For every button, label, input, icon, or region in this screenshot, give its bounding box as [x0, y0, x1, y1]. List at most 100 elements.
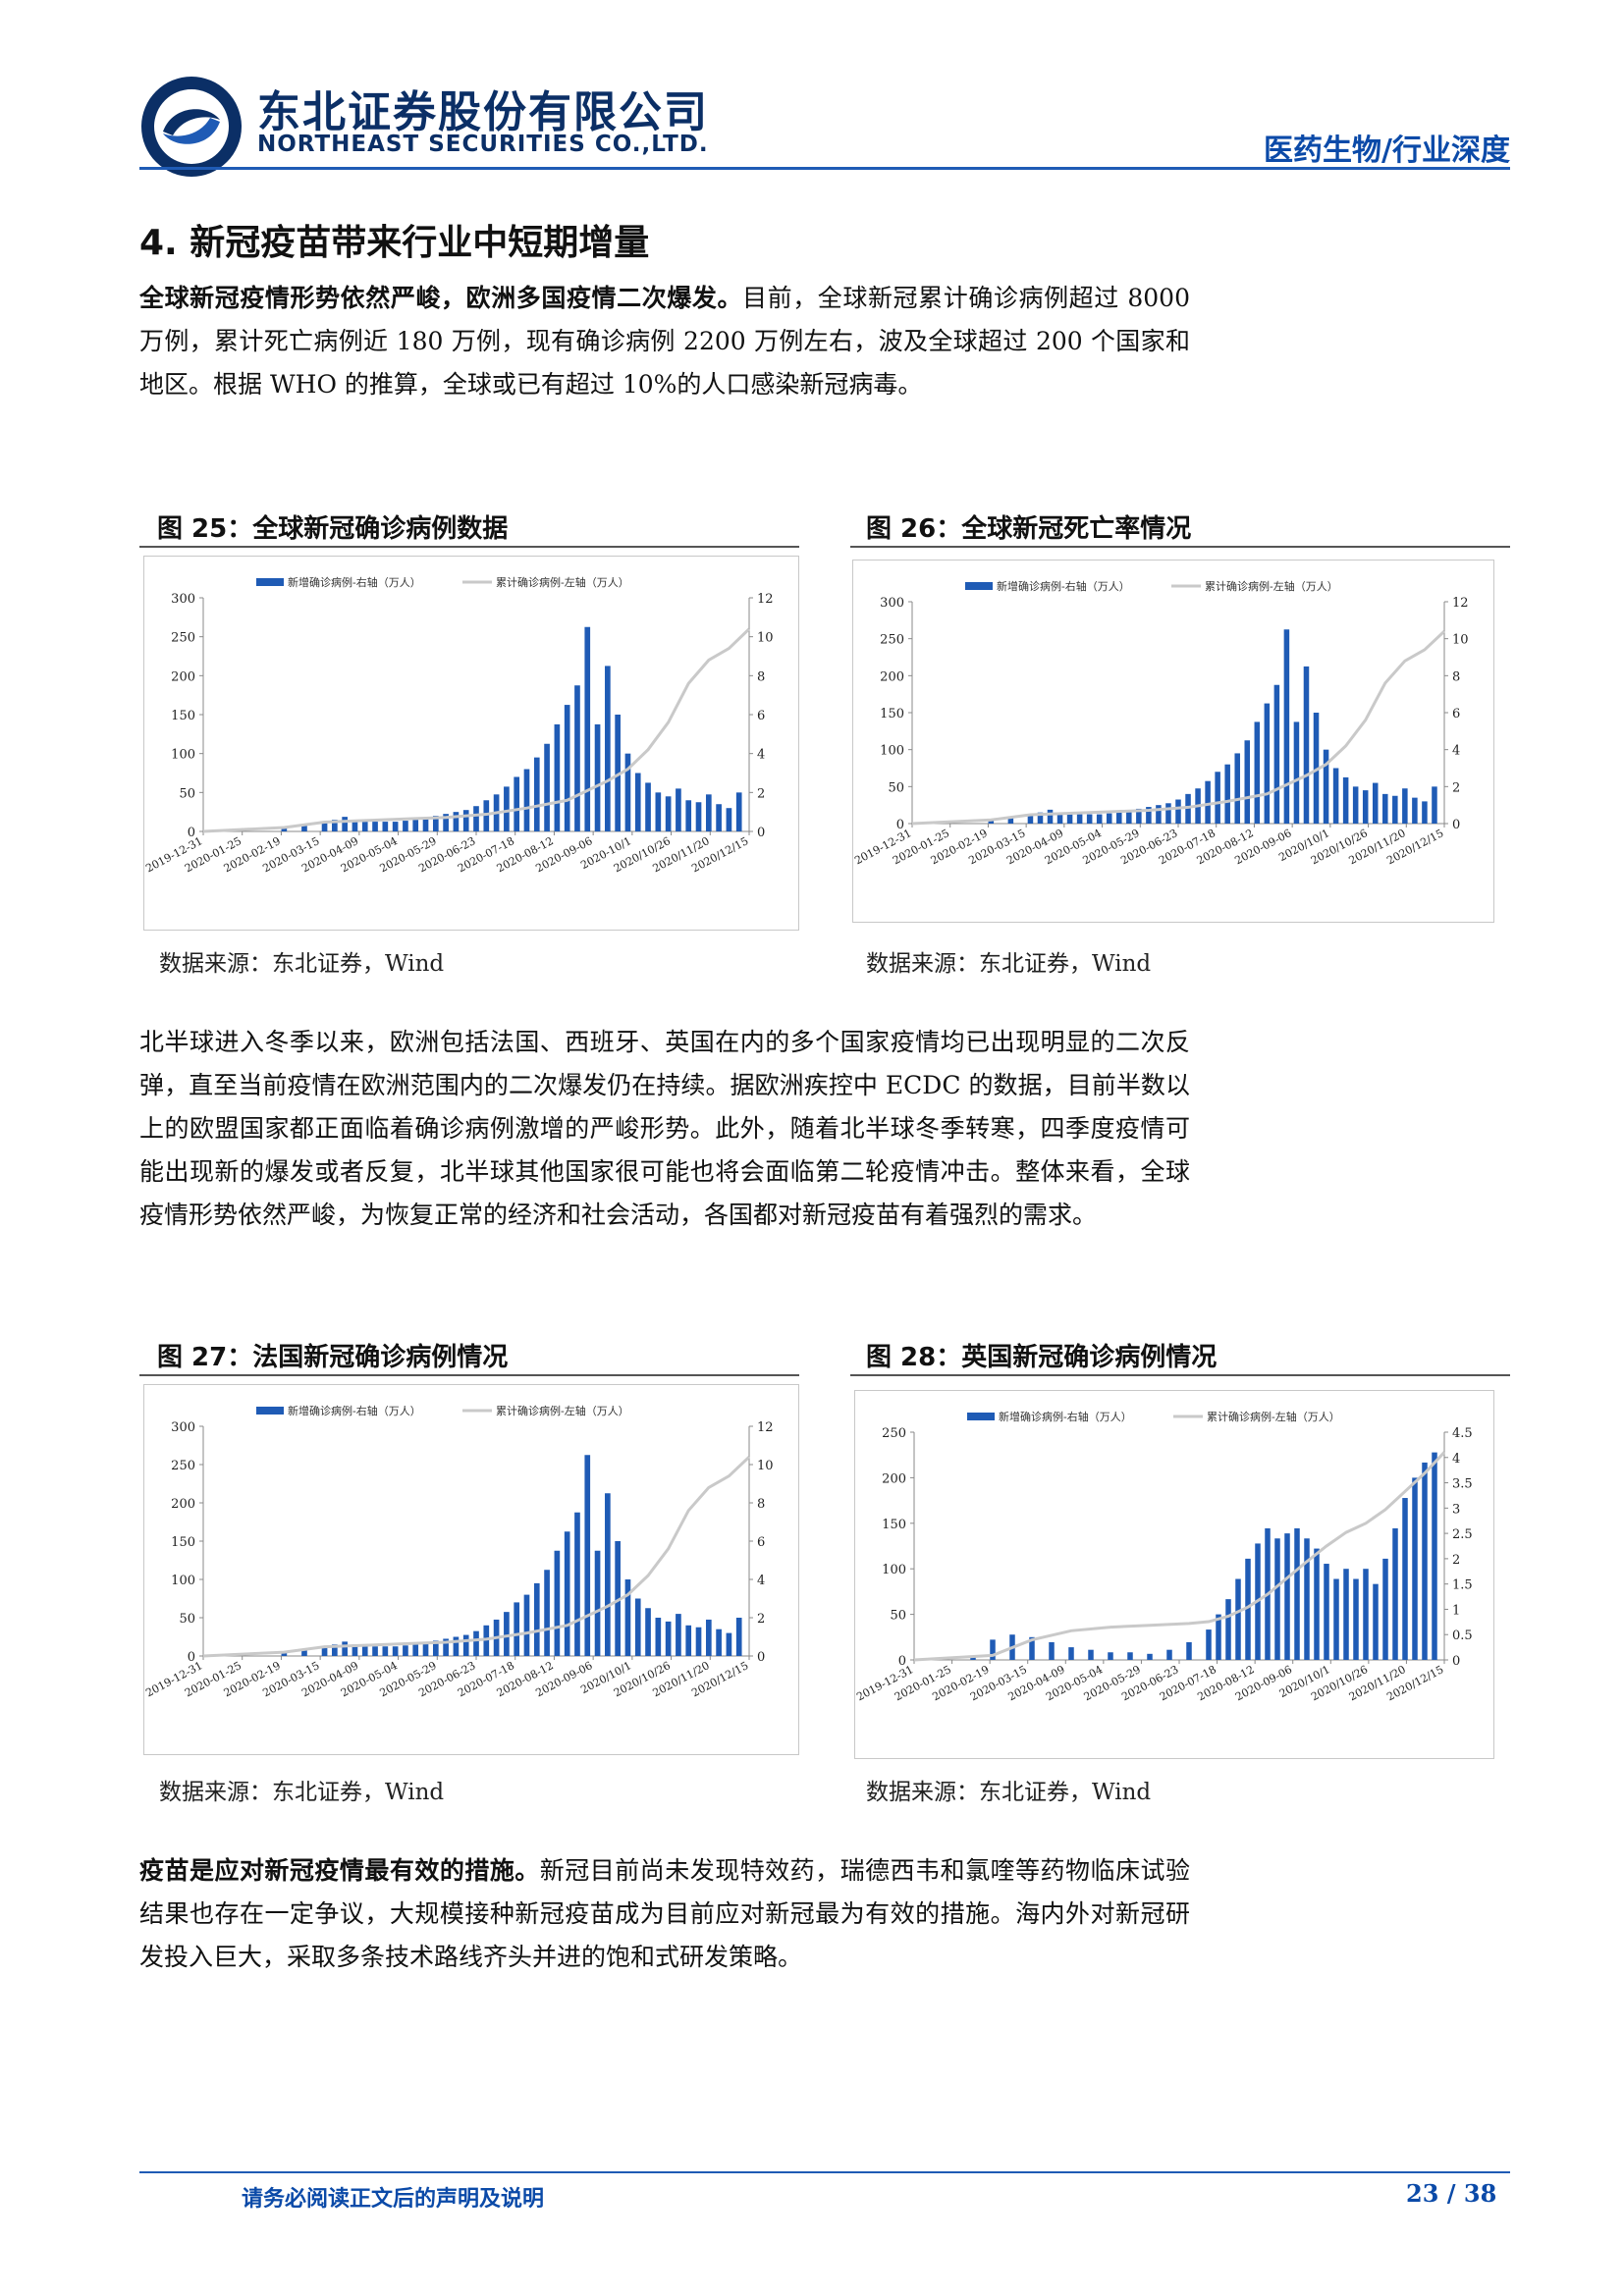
left-axis-tick-label: 250 — [882, 1426, 906, 1441]
right-axis-tick-label: 0 — [757, 1650, 765, 1665]
legend-bar-label: 新增确诊病例-右轴（万人） — [288, 575, 421, 589]
cumulative-cases-line — [202, 627, 751, 833]
figure-25-rule — [139, 546, 799, 548]
left-axis-tick-label: 50 — [890, 1609, 906, 1624]
new-cases-bar — [1274, 1538, 1280, 1660]
new-cases-bar — [564, 705, 570, 831]
new-cases-bar — [1076, 814, 1083, 824]
new-cases-bar — [533, 1582, 540, 1656]
new-cases-bar — [1412, 1477, 1418, 1660]
left-axis-tick-label: 200 — [171, 669, 195, 684]
right-axis-tick-label: 12 — [1452, 596, 1469, 611]
right-axis-tick-label: 10 — [757, 1459, 774, 1473]
legend-bar-swatch — [965, 582, 993, 590]
right-axis-tick-label: 8 — [757, 669, 765, 684]
report-category: 医药生物/行业深度 — [1264, 133, 1510, 168]
new-cases-bar — [1333, 1578, 1339, 1660]
left-axis-tick-label: 200 — [880, 669, 904, 684]
new-cases-bar — [1284, 1533, 1290, 1660]
legend-line-label: 累计确诊病例-左轴（万人） — [496, 575, 629, 589]
new-cases-bar — [392, 1646, 399, 1656]
new-cases-bar — [676, 1614, 681, 1656]
new-cases-bar — [453, 812, 460, 831]
figure-28-title: 图 28：英国新冠确诊病例情况 — [866, 1343, 1218, 1372]
new-cases-bar — [615, 1541, 621, 1656]
new-cases-bar — [483, 800, 490, 831]
paragraph-2: 北半球进入冬季以来，欧洲包括法国、西班牙、英国在内的多个国家疫情均已出现明显的二… — [139, 1028, 1190, 1229]
new-cases-bar — [1037, 812, 1044, 824]
figure-25-svg: 新增确诊病例-右轴（万人） 累计确诊病例-左轴（万人）05010015020025… — [143, 575, 773, 875]
new-cases-bar — [1185, 793, 1191, 824]
right-axis-tick-label: 2 — [757, 786, 765, 801]
new-cases-bar — [1373, 1583, 1379, 1660]
new-cases-bar — [443, 814, 449, 831]
new-cases-bar — [574, 685, 580, 831]
new-cases-bar — [655, 1618, 662, 1656]
new-cases-bar — [1027, 815, 1034, 824]
right-axis-tick-label: 1.5 — [1452, 1578, 1473, 1593]
right-axis-tick-label: 6 — [1452, 707, 1460, 721]
left-axis-tick-label: 200 — [171, 1497, 195, 1512]
new-cases-bar — [523, 1594, 530, 1656]
new-cases-bar — [462, 1634, 469, 1656]
left-axis-tick-label: 0 — [898, 1654, 906, 1669]
new-cases-bar — [1304, 1538, 1310, 1660]
footer-disclaimer: 请务必阅读正文后的声明及说明 — [242, 2187, 545, 2212]
left-axis-tick-label: 0 — [896, 818, 904, 832]
legend-bar-label: 新增确诊病例-右轴（万人） — [997, 579, 1130, 593]
new-cases-bar — [523, 769, 530, 831]
new-cases-bar — [1126, 810, 1132, 824]
new-cases-bar — [483, 1625, 490, 1656]
new-cases-bar — [514, 776, 520, 831]
left-axis-tick-label: 250 — [171, 631, 195, 646]
new-cases-bar — [422, 818, 429, 831]
paragraph-1: 全球新冠疫情形势依然严峻，欧洲多国疫情二次爆发。目前，全球新冠累计确诊病例超过 … — [139, 277, 1190, 406]
new-cases-bar — [352, 1644, 358, 1656]
new-cases-bar — [1049, 1641, 1055, 1660]
new-cases-bar — [665, 796, 672, 831]
right-axis-tick-label: 0.5 — [1452, 1629, 1473, 1643]
new-cases-bar — [1422, 801, 1428, 824]
new-cases-bar — [473, 1630, 479, 1656]
new-cases-bar — [1363, 1569, 1369, 1660]
left-axis-tick-label: 50 — [888, 780, 904, 795]
right-axis-tick-label: 4 — [1452, 1452, 1460, 1467]
new-cases-bar — [281, 1653, 288, 1656]
new-cases-bar — [584, 1455, 591, 1656]
new-cases-bar — [412, 820, 419, 831]
new-cases-bar — [281, 828, 288, 831]
new-cases-bar — [1294, 1527, 1300, 1660]
new-cases-bar — [301, 826, 307, 831]
new-cases-bar — [462, 810, 469, 831]
new-cases-bar — [716, 804, 722, 831]
new-cases-bar — [1402, 788, 1408, 824]
new-cases-bar — [615, 715, 621, 831]
new-cases-bar — [564, 1531, 570, 1656]
new-cases-bar — [1156, 805, 1162, 824]
new-cases-bar — [1422, 1462, 1428, 1660]
new-cases-bar — [1382, 1558, 1388, 1660]
figure-28-source: 数据来源：东北证券，Wind — [866, 1780, 1152, 1805]
figure-28-chart: 新增确诊病例-右轴（万人） 累计确诊病例-左轴（万人） 0 50 100 150 200 25… — [854, 1390, 1494, 1759]
new-cases-bar — [594, 1550, 601, 1656]
new-cases-bar — [1206, 1629, 1212, 1660]
legend-line-label: 累计确诊病例-左轴（万人） — [496, 1404, 629, 1417]
new-cases-bar — [1066, 813, 1073, 824]
figure-26-chart: 新增确诊病例-右轴（万人） 累计确诊病例-左轴（万人） 0 50 100 150 200 25… — [852, 560, 1494, 923]
new-cases-bar — [624, 1579, 631, 1656]
legend-line-label: 累计确诊病例-左轴（万人） — [1207, 1410, 1340, 1423]
figure-27-svg: 新增确诊病例-右轴（万人） 累计确诊病例-左轴（万人）05010015020025… — [143, 1404, 774, 1699]
new-cases-bar — [726, 808, 732, 831]
new-cases-bar — [514, 1602, 520, 1656]
new-cases-bar — [443, 1638, 449, 1656]
new-cases-bar — [685, 1625, 692, 1656]
new-cases-bar — [605, 666, 611, 831]
right-axis-tick-label: 1 — [1452, 1603, 1460, 1618]
new-cases-bar — [432, 816, 439, 831]
footer-divider — [139, 2171, 1510, 2173]
new-cases-bar — [1068, 1647, 1074, 1660]
new-cases-bar — [554, 723, 561, 831]
left-axis-tick-label: 150 — [882, 1518, 906, 1532]
new-cases-bar — [1216, 1614, 1221, 1660]
new-cases-bar — [1007, 818, 1014, 824]
